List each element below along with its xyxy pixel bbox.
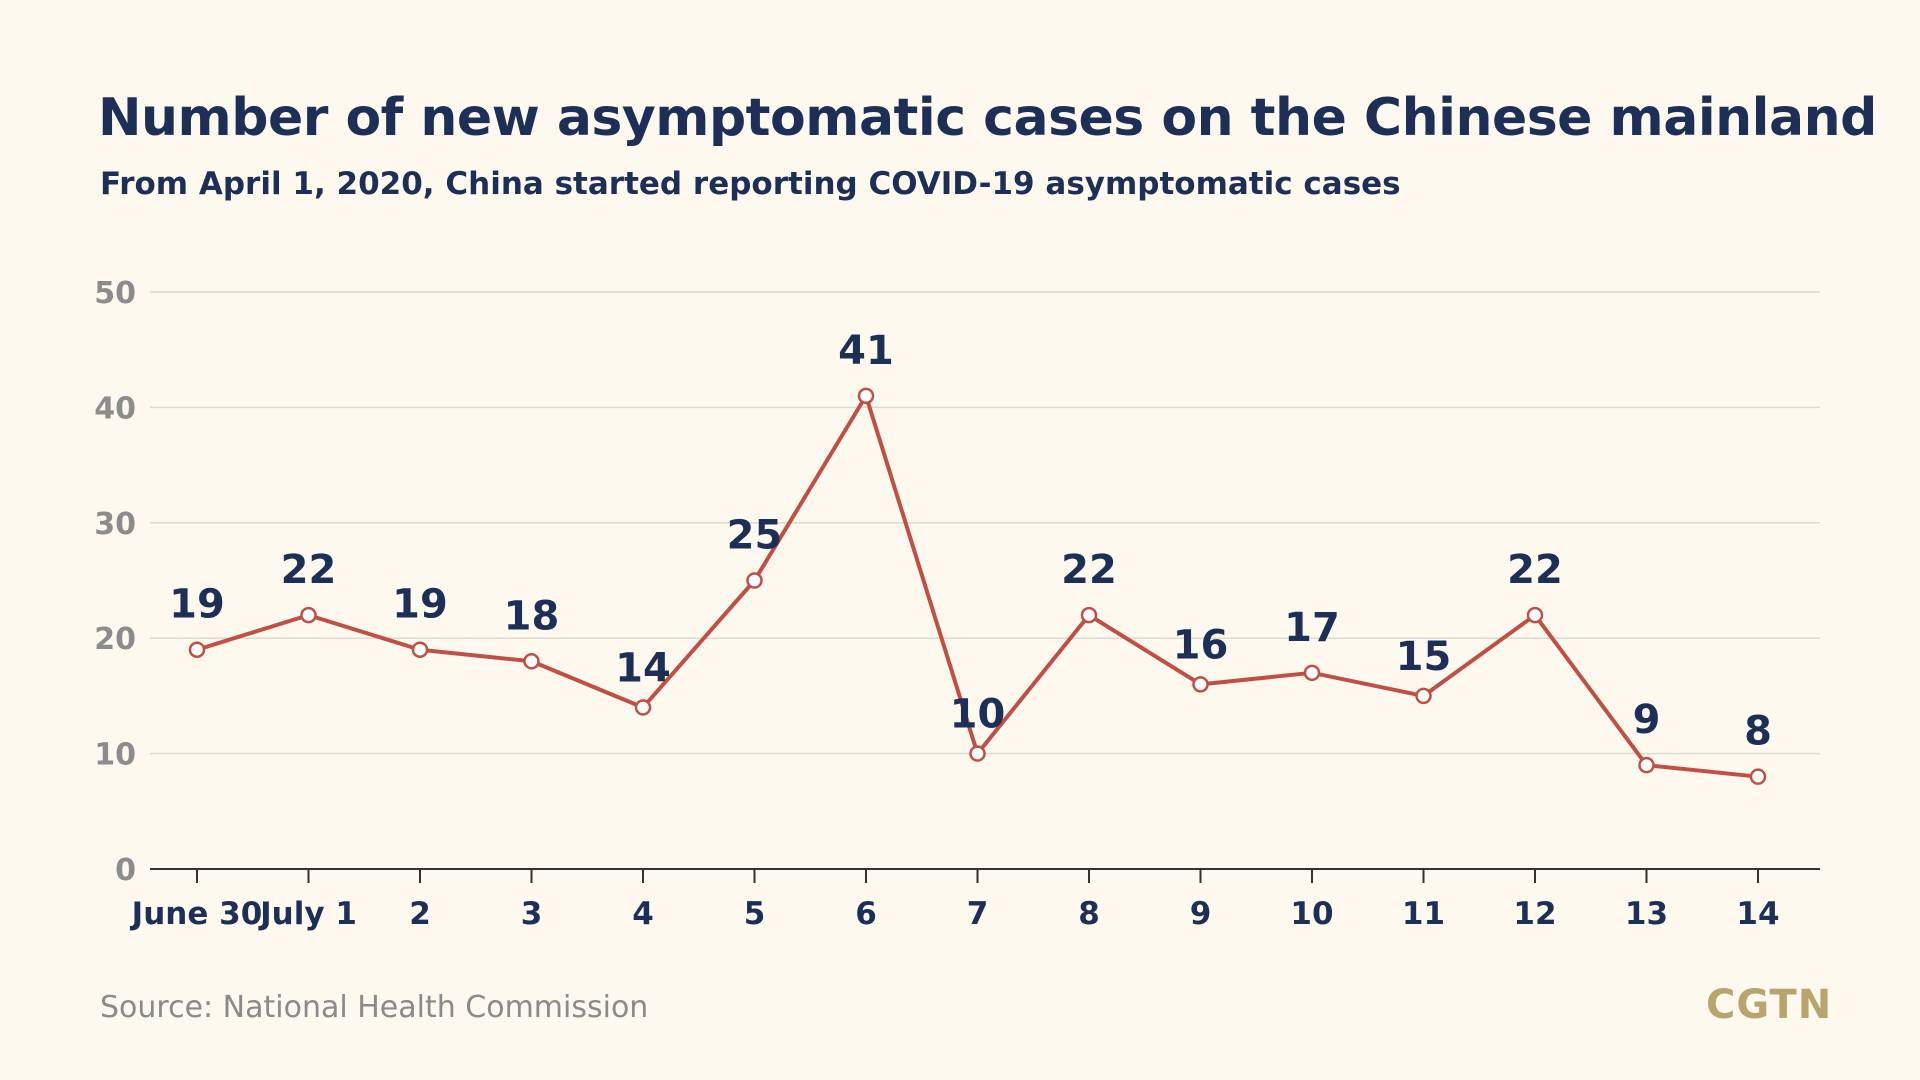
data-point — [746, 572, 763, 589]
data-label: 41 — [838, 328, 894, 374]
data-label: 22 — [281, 547, 337, 593]
x-tick-label: June 30 — [130, 896, 263, 932]
data-label: 25 — [727, 513, 783, 559]
x-tick-label: 3 — [521, 896, 543, 932]
x-tick-label: 10 — [1290, 896, 1333, 932]
x-tick-label: 9 — [1190, 896, 1212, 932]
x-tick-label: 2 — [409, 896, 431, 932]
x-tick-label: 4 — [632, 896, 654, 932]
data-point — [1303, 664, 1321, 682]
data-label: 15 — [1396, 634, 1452, 680]
x-tick-label: 14 — [1736, 896, 1779, 932]
data-label: 22 — [1507, 547, 1563, 593]
x-tick-label: July 1 — [258, 896, 357, 932]
y-tick-label: 0 — [115, 853, 136, 888]
data-points — [188, 387, 1767, 785]
data-label: 19 — [392, 582, 448, 628]
data-label: 10 — [950, 692, 1006, 738]
y-tick-label: 20 — [94, 622, 136, 657]
data-point — [1080, 606, 1098, 624]
data-point — [969, 745, 986, 762]
data-point — [1415, 687, 1432, 705]
data-label: 19 — [169, 582, 225, 628]
x-tick-label: 6 — [855, 896, 877, 932]
data-point — [1192, 676, 1209, 693]
y-axis-ticks: 0 10 20 30 40 50 — [94, 276, 136, 888]
x-tick-label: 11 — [1402, 896, 1445, 932]
x-tick-label: 8 — [1078, 896, 1100, 932]
data-label: 16 — [1173, 622, 1229, 668]
data-point — [1526, 606, 1544, 624]
data-label: 17 — [1284, 605, 1340, 651]
data-point — [411, 641, 429, 658]
data-point — [300, 606, 317, 624]
data-point — [634, 699, 652, 716]
data-label: 8 — [1744, 709, 1772, 755]
x-tick-label: 13 — [1625, 896, 1668, 932]
data-label: 22 — [1061, 547, 1117, 593]
x-tick-label: 5 — [744, 896, 766, 932]
data-point — [1638, 756, 1655, 774]
data-point — [523, 653, 540, 670]
y-tick-label: 50 — [94, 276, 136, 311]
data-point — [188, 641, 206, 658]
chart-title: Number of new asymptomatic cases on the … — [98, 88, 1877, 148]
data-label: 9 — [1633, 697, 1661, 743]
chart-subtitle: From April 1, 2020, China started report… — [100, 166, 1401, 202]
y-tick-label: 40 — [94, 391, 136, 426]
cgtn-logo: CGTN — [1706, 982, 1833, 1028]
data-labels: 19 22 19 18 14 25 41 10 22 16 17 15 22 9 8 — [169, 328, 1772, 755]
source-note: Source: National Health Commission — [100, 990, 649, 1025]
x-tick-label: 12 — [1513, 896, 1556, 932]
y-tick-label: 10 — [94, 738, 136, 773]
y-tick-label: 30 — [94, 507, 136, 542]
data-point — [857, 387, 875, 405]
grid-lines — [150, 291, 1820, 755]
data-label: 14 — [615, 645, 671, 691]
data-label: 18 — [504, 593, 560, 639]
data-point — [1749, 768, 1767, 785]
x-tick-label: 7 — [967, 896, 989, 932]
